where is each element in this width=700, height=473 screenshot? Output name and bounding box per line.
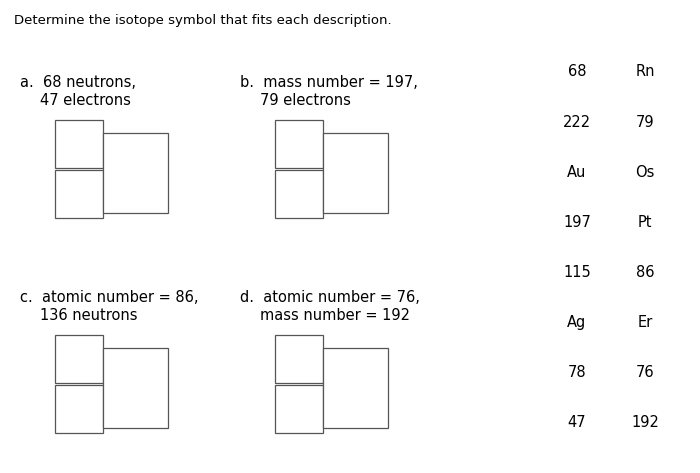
Text: 197: 197	[563, 214, 591, 229]
Text: Rn: Rn	[636, 64, 654, 79]
Text: 68: 68	[568, 64, 587, 79]
Text: Pt: Pt	[638, 214, 652, 229]
Text: Ag: Ag	[568, 315, 587, 330]
Text: 47 electrons: 47 electrons	[40, 93, 131, 108]
Bar	[55, 170, 103, 218]
Bar	[275, 385, 323, 433]
Text: a.  68 neutrons,: a. 68 neutrons,	[20, 75, 136, 90]
Text: c.  atomic number = 86,: c. atomic number = 86,	[20, 290, 199, 305]
Bar	[323, 133, 388, 213]
Bar	[55, 385, 103, 433]
Text: 79: 79	[636, 114, 654, 130]
Text: 79 electrons: 79 electrons	[260, 93, 351, 108]
Text: Os: Os	[636, 165, 654, 179]
Bar	[55, 120, 103, 168]
Bar	[275, 335, 323, 383]
Text: d.  atomic number = 76,: d. atomic number = 76,	[240, 290, 420, 305]
Text: Er: Er	[638, 315, 652, 330]
Text: 47: 47	[568, 414, 587, 429]
Bar	[275, 170, 323, 218]
Text: 78: 78	[568, 365, 587, 379]
Text: 76: 76	[636, 365, 654, 379]
Text: Determine the isotope symbol that fits each description.: Determine the isotope symbol that fits e…	[14, 14, 391, 27]
Text: 222: 222	[563, 114, 591, 130]
Bar	[323, 348, 388, 428]
Text: mass number = 192: mass number = 192	[260, 308, 410, 323]
Bar	[103, 133, 168, 213]
Text: Au: Au	[567, 165, 587, 179]
Text: b.  mass number = 197,: b. mass number = 197,	[240, 75, 418, 90]
Text: 86: 86	[636, 264, 654, 280]
Bar	[275, 120, 323, 168]
Text: 136 neutrons: 136 neutrons	[40, 308, 137, 323]
Bar	[55, 335, 103, 383]
Bar	[103, 348, 168, 428]
Text: 192: 192	[631, 414, 659, 429]
Text: 115: 115	[563, 264, 591, 280]
